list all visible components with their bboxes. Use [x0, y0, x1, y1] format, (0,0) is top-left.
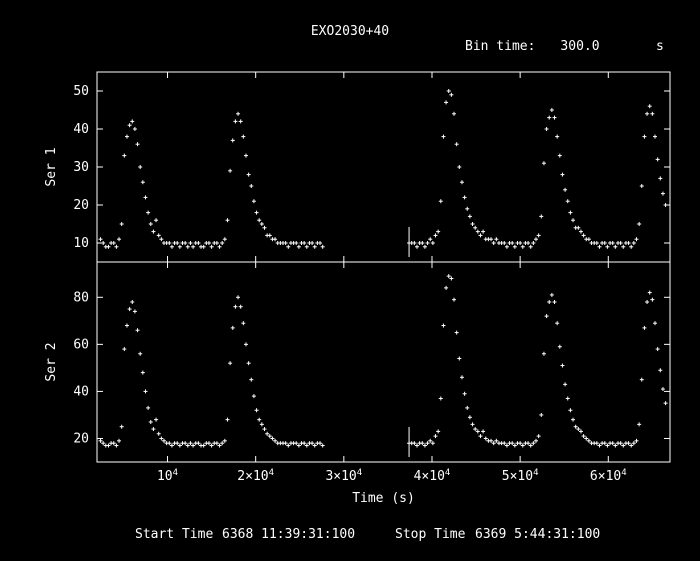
lightcurve-chart: EXO2030+40 Bin time: 300.0 s 10 20 30 40 50 Ser 1… [0, 0, 700, 561]
chart-title: EXO2030+40 [311, 24, 389, 39]
start-label: Start Time [135, 527, 213, 542]
stop-label: Stop Time [395, 527, 466, 542]
x-axis-label: Time (s) [352, 491, 415, 506]
xtick-label: 2×104 [237, 468, 274, 484]
bin-unit: s [656, 39, 664, 54]
ytick-label: 50 [73, 84, 89, 99]
start-value: 6368 11:39:31:100 [222, 527, 355, 542]
xtick-label: 4×104 [414, 468, 451, 484]
ytick-label: 20 [73, 431, 89, 446]
ytick-label: 60 [73, 337, 89, 352]
ytick-label: 40 [73, 122, 89, 137]
xtick-label: 3×104 [325, 468, 362, 484]
ytick-label: 10 [73, 236, 89, 251]
ytick-label: 80 [73, 290, 89, 305]
stop-value: 6369 5:44:31:100 [475, 527, 600, 542]
xtick-label: 6×104 [590, 468, 627, 484]
bin-label: Bin time: [465, 39, 535, 54]
ytick-label: 30 [73, 160, 89, 175]
y-axis-label: Ser 2 [44, 342, 59, 381]
y-axis-label: Ser 1 [44, 147, 59, 186]
ytick-label: 20 [73, 198, 89, 213]
bin-value: 300.0 [560, 39, 599, 54]
xtick-label: 5×104 [502, 468, 539, 484]
ytick-label: 40 [73, 384, 89, 399]
